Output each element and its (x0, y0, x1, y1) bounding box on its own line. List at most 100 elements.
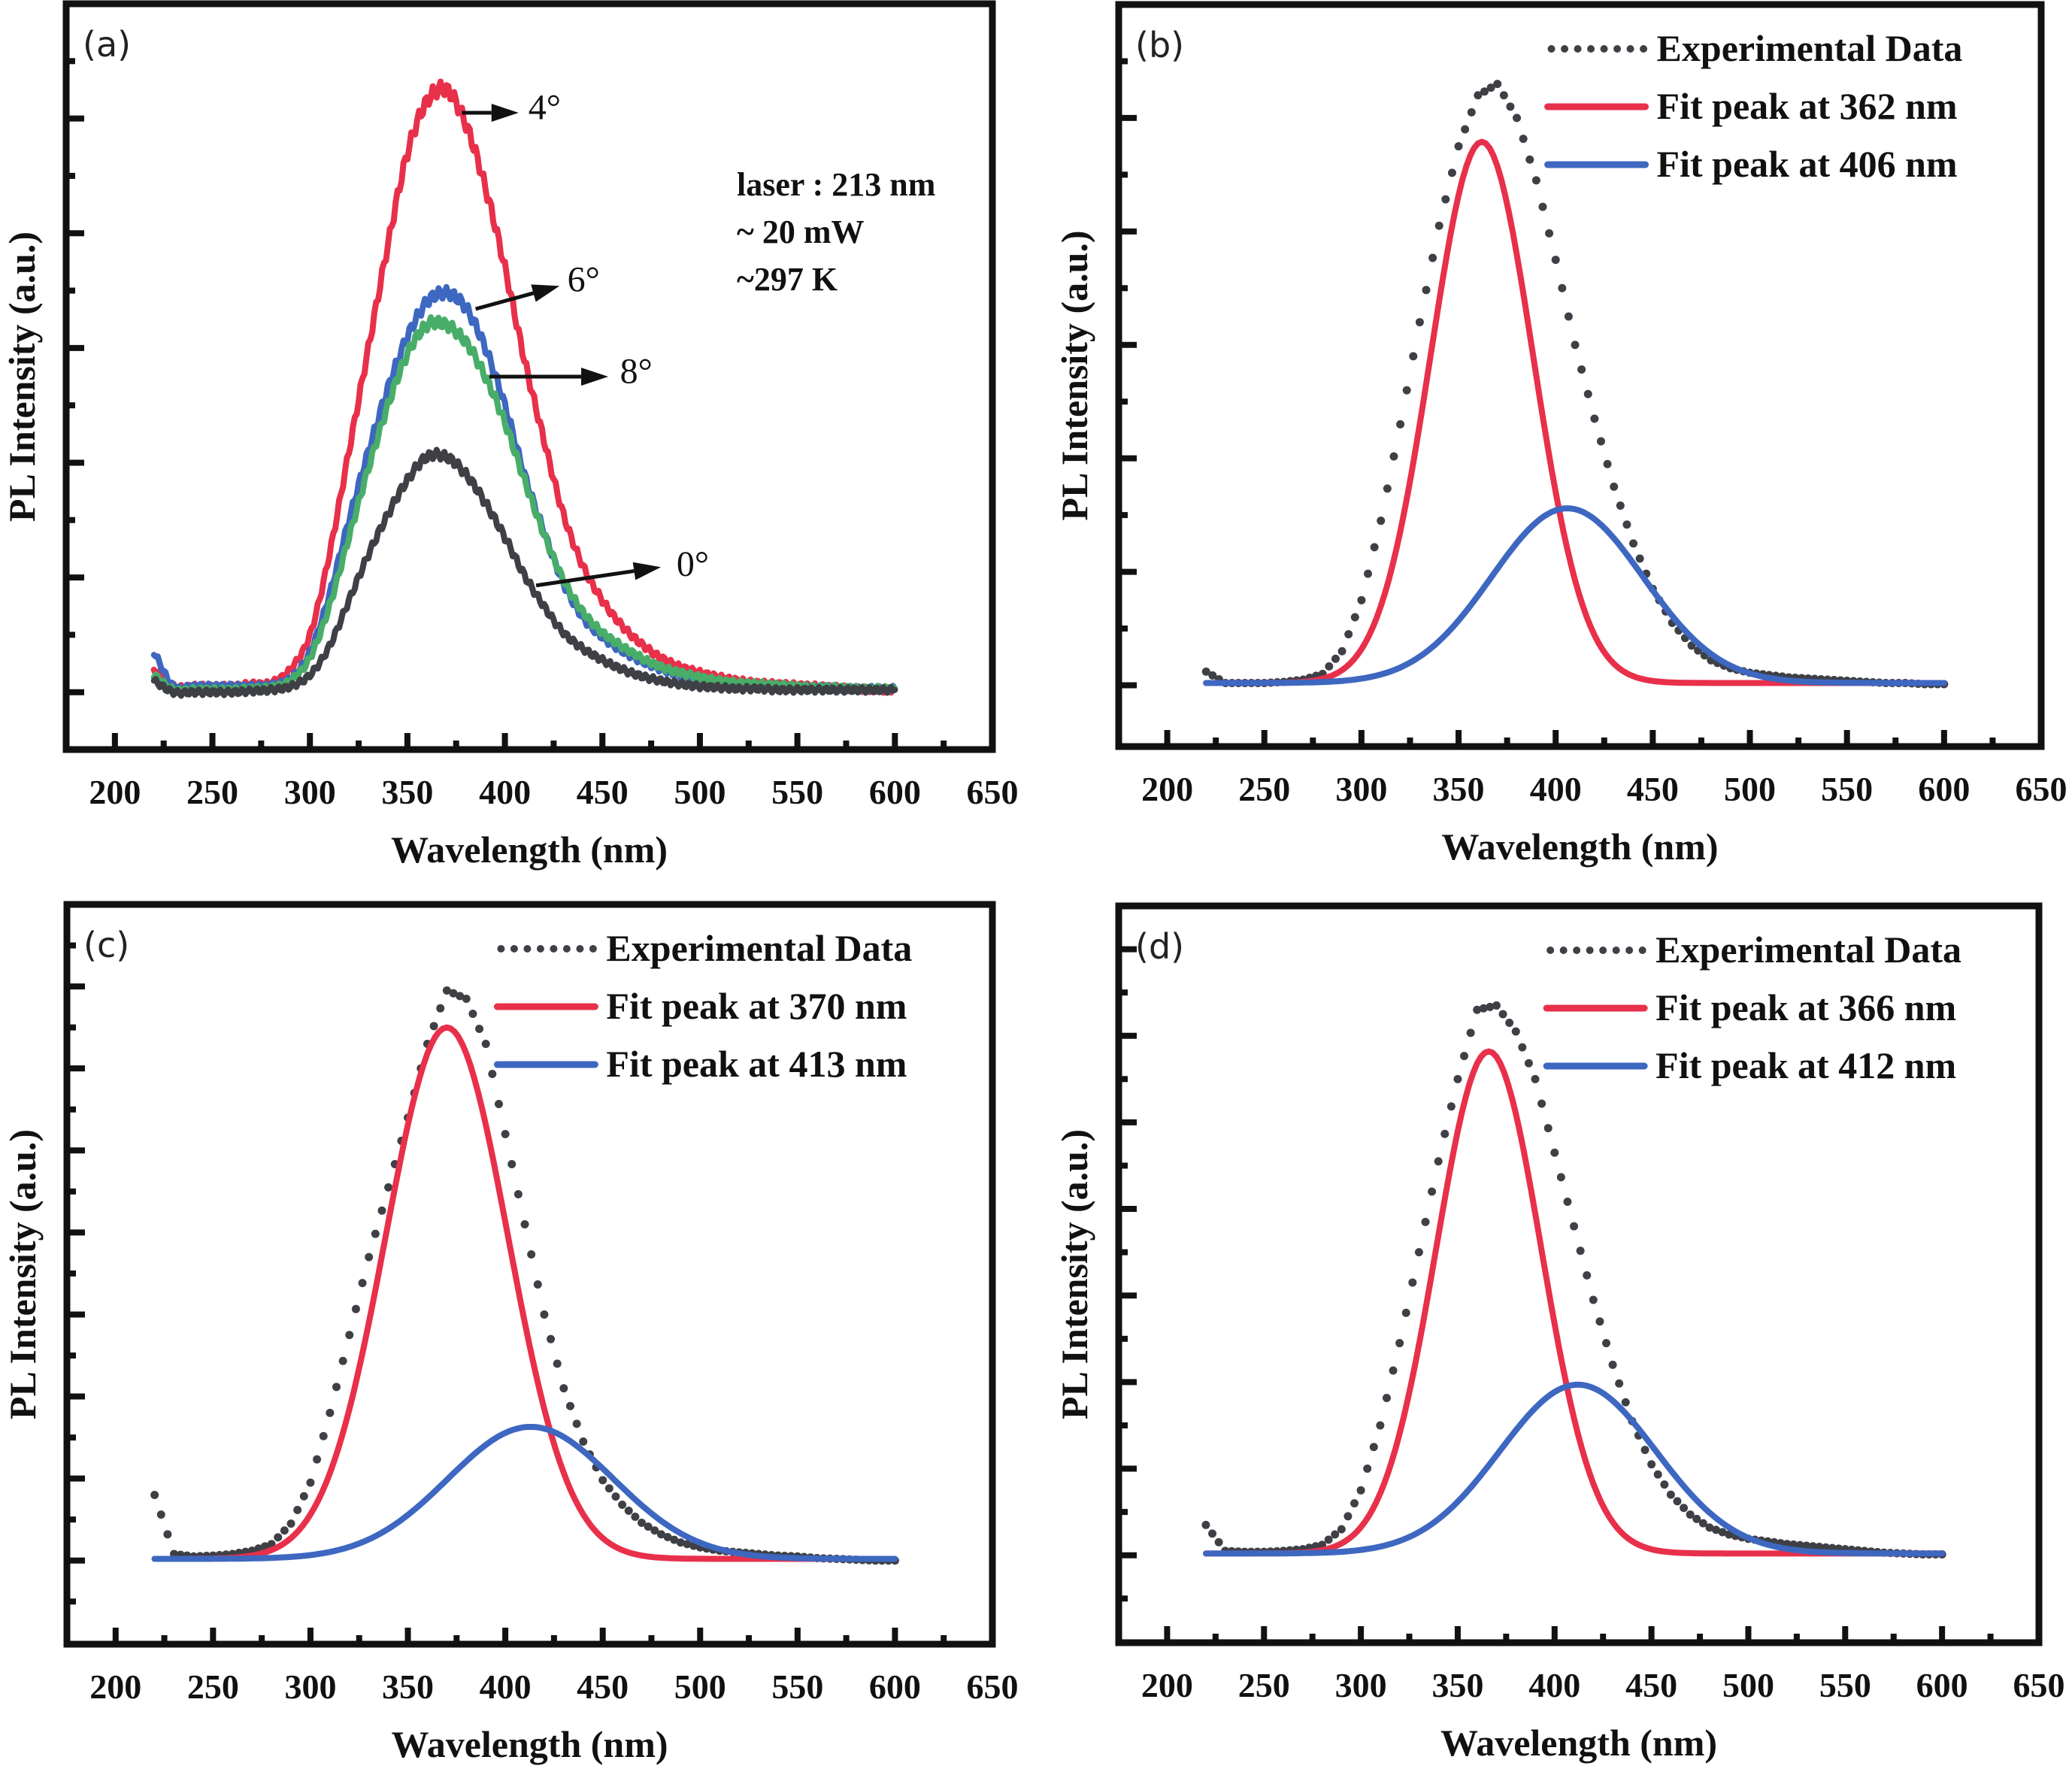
legend-dot (1573, 947, 1581, 954)
data-point (299, 1492, 308, 1501)
data-point (1324, 1535, 1333, 1544)
x-tick-label: 600 (1916, 1666, 1968, 1704)
legend-dot (1600, 45, 1608, 53)
data-point (513, 1189, 523, 1198)
data-point (1563, 1197, 1572, 1206)
data-point (1201, 1520, 1210, 1529)
arrow-label: 8° (620, 351, 653, 391)
data-point (1545, 229, 1554, 238)
data-point (572, 1419, 581, 1428)
data-point (1415, 318, 1424, 327)
data-point (1610, 482, 1619, 491)
data-point (1705, 1523, 1714, 1532)
data-point (1815, 1543, 1824, 1552)
data-point (338, 1356, 347, 1365)
data-point (1364, 569, 1373, 578)
data-point (1640, 1446, 1649, 1455)
data-point (1208, 1529, 1217, 1538)
data-point (1357, 595, 1366, 604)
legend-dot (510, 945, 518, 953)
legend: Experimental Data Fit peak at 362 nm Fit p… (1544, 27, 1963, 185)
data-point (1428, 253, 1437, 262)
legend-dot (1586, 947, 1594, 954)
data-point (1363, 1465, 1372, 1474)
x-tick-label: 650 (967, 1667, 1019, 1706)
data-point (1808, 1542, 1817, 1551)
legend-label: Fit peak at 413 nm (606, 1043, 907, 1085)
data-point (1564, 312, 1573, 321)
data-point (1479, 1004, 1488, 1013)
legend: Experimental Data Fit peak at 366 nm Fit p… (1543, 928, 1961, 1086)
data-point (1680, 1504, 1689, 1513)
data-point (1616, 501, 1625, 510)
data-point (1603, 459, 1612, 468)
legend-item: Fit peak at 406 nm (1544, 143, 1958, 185)
data-point (1214, 1537, 1223, 1546)
x-tick-label: 500 (674, 1667, 726, 1706)
series-fit-peak-at-366-nm (1203, 1048, 1946, 1557)
annotations: laser : 213 nm ~ 20 mW ~297 K 4° 6° 8° 0° (462, 87, 935, 588)
legend-label: Experimental Data (1657, 27, 1963, 69)
data-point (1635, 554, 1644, 563)
data-point (1596, 437, 1605, 446)
data-point (1505, 1018, 1514, 1027)
arrow-annotation: 6° (475, 259, 600, 311)
data-point (565, 1401, 574, 1410)
legend-dot (1626, 45, 1634, 53)
data-point (501, 1129, 510, 1138)
data-point (456, 992, 465, 1001)
legend-dot (589, 945, 597, 953)
data-point (429, 1022, 438, 1031)
legend-item: Fit peak at 413 nm (493, 1043, 907, 1085)
legend-dot (1640, 45, 1648, 53)
data-point (1428, 1187, 1437, 1196)
arrow-shaft (475, 291, 535, 311)
legend-label: Fit peak at 362 nm (1657, 85, 1958, 127)
data-point (494, 1099, 503, 1108)
data-point (1687, 641, 1696, 650)
panel-b: 200 250 300 350 400 450 500 550 600 650 Wavelength… (1053, 1, 2067, 868)
data-point (1615, 1379, 1624, 1388)
x-tick-label: 550 (771, 773, 823, 811)
x-tick-label: 500 (674, 773, 726, 811)
arrow-head-icon (531, 284, 560, 302)
data-point (1493, 80, 1502, 89)
data-point (1382, 1393, 1391, 1402)
y-axis-title: PL Intensity (a.u.) (1, 232, 43, 522)
data-point (1698, 1519, 1707, 1528)
x-tick-label: 450 (1625, 1666, 1677, 1704)
x-axis-title: Wavelength (nm) (391, 828, 668, 871)
panel-label: (d) (1135, 926, 1184, 967)
data-point (1622, 520, 1631, 529)
data-point (1325, 662, 1334, 671)
data-point (1576, 1246, 1585, 1256)
data-point (1538, 202, 1547, 211)
data-point (1511, 1027, 1520, 1036)
data-point (1369, 1443, 1378, 1452)
data-point (670, 1535, 679, 1544)
data-point (1518, 1043, 1527, 1052)
data-point (254, 1544, 263, 1553)
data-point (436, 1004, 445, 1013)
data-point (644, 1522, 653, 1531)
legend-label: Experimental Data (606, 927, 912, 969)
data-point (598, 1476, 607, 1485)
data-point (1389, 452, 1398, 461)
data-point (1492, 1001, 1501, 1010)
y-axis-title: PL Intensity (a.u.) (1053, 230, 1095, 520)
x-tick-label: 600 (869, 773, 921, 811)
arrow-head-icon (581, 368, 609, 386)
data-point (1401, 1308, 1410, 1317)
data-point (365, 1252, 374, 1262)
data-point (280, 1526, 289, 1535)
data-point (1725, 1530, 1734, 1539)
data-point (1602, 1339, 1611, 1348)
data-point (1673, 1497, 1682, 1506)
series-fit-peak-at-370-nm (151, 1024, 898, 1562)
x-tick-label: 200 (89, 1667, 141, 1706)
data-point (553, 1359, 562, 1368)
legend-dot (1547, 45, 1556, 53)
data-point (1499, 91, 1508, 100)
data-point (1337, 647, 1346, 656)
data-point (293, 1505, 302, 1514)
